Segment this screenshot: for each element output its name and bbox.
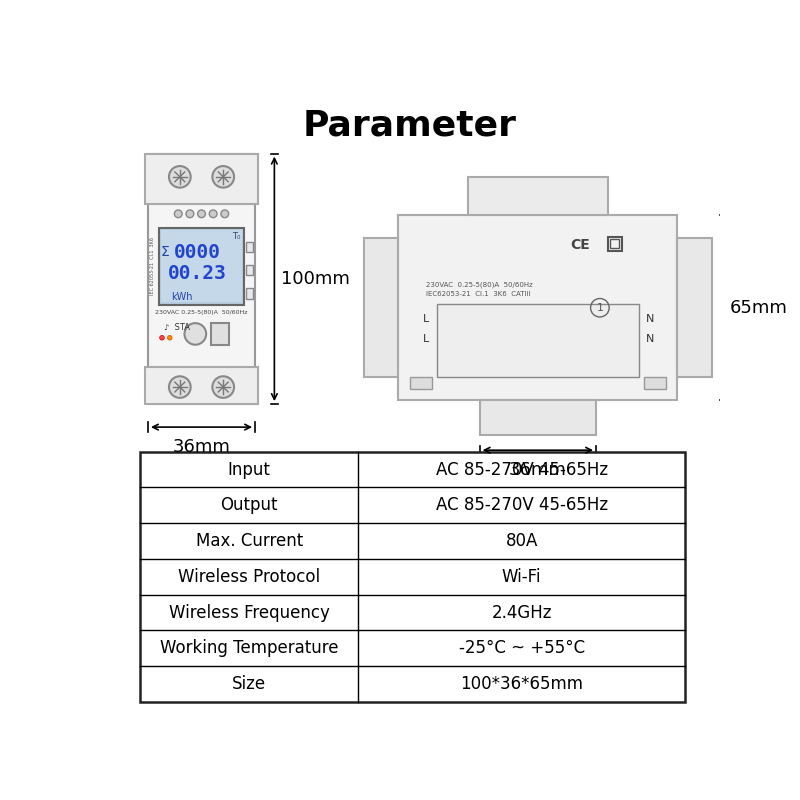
Bar	[398, 215, 678, 400]
Text: L: L	[422, 314, 429, 324]
Text: Σ: Σ	[161, 246, 170, 259]
Text: ♪  STA: ♪ STA	[163, 323, 190, 332]
Circle shape	[169, 376, 190, 398]
Bar	[610, 239, 619, 249]
Bar	[140, 452, 685, 702]
Bar	[162, 230, 242, 302]
Bar	[211, 323, 230, 345]
Circle shape	[212, 166, 234, 188]
Circle shape	[212, 376, 234, 398]
Text: 0000: 0000	[174, 243, 221, 262]
Text: IEC 62053-21  Cl.1  3K6: IEC 62053-21 Cl.1 3K6	[150, 237, 155, 295]
Text: 230VAC 0.25-5(80)A  50/60Hz: 230VAC 0.25-5(80)A 50/60Hz	[155, 310, 248, 315]
Bar	[410, 377, 432, 390]
Text: Parameter: Parameter	[303, 108, 517, 142]
Circle shape	[160, 335, 164, 340]
Bar	[246, 242, 254, 252]
Text: Output: Output	[221, 496, 278, 514]
Text: AC 85-270V 45-65Hz: AC 85-270V 45-65Hz	[436, 461, 608, 478]
Circle shape	[167, 335, 172, 340]
Text: AC 85-270V 45-65Hz: AC 85-270V 45-65Hz	[436, 496, 608, 514]
Text: CE: CE	[570, 238, 590, 252]
Text: 100mm: 100mm	[281, 270, 350, 288]
Bar	[468, 177, 608, 215]
Text: T₀: T₀	[232, 233, 241, 242]
Circle shape	[186, 210, 194, 218]
Circle shape	[169, 166, 190, 188]
Text: 80A: 80A	[506, 532, 538, 550]
Circle shape	[185, 323, 206, 345]
Text: Wireless Frequency: Wireless Frequency	[169, 604, 330, 622]
Text: 65mm: 65mm	[730, 298, 788, 317]
Text: N: N	[646, 314, 654, 324]
Circle shape	[210, 210, 217, 218]
Bar	[145, 154, 258, 204]
Text: 230VAC  0.25-5(80)A  50/60Hz: 230VAC 0.25-5(80)A 50/60Hz	[426, 282, 532, 288]
Bar	[159, 228, 244, 305]
Text: 1: 1	[596, 302, 603, 313]
Bar	[678, 238, 712, 377]
Text: Max. Current: Max. Current	[196, 532, 303, 550]
Text: IEC62053-21  Cl.1  3K6  CATIII: IEC62053-21 Cl.1 3K6 CATIII	[426, 291, 530, 297]
Bar	[363, 238, 398, 377]
Circle shape	[221, 210, 229, 218]
Text: 36mm: 36mm	[509, 461, 567, 479]
Text: 00.23: 00.23	[168, 264, 227, 283]
Circle shape	[174, 210, 182, 218]
Bar	[608, 237, 622, 250]
Text: 2.4GHz: 2.4GHz	[491, 604, 552, 622]
Text: L: L	[422, 334, 429, 343]
Bar	[145, 367, 258, 404]
Text: Input: Input	[228, 461, 270, 478]
Text: Working Temperature: Working Temperature	[160, 639, 338, 658]
Bar	[480, 400, 596, 435]
Bar	[246, 288, 254, 298]
Text: Size: Size	[232, 675, 266, 693]
Text: Wi-Fi: Wi-Fi	[502, 568, 542, 586]
Bar	[148, 154, 255, 404]
Text: -25°C ~ +55°C: -25°C ~ +55°C	[458, 639, 585, 658]
Circle shape	[198, 210, 206, 218]
Text: kWh: kWh	[171, 292, 193, 302]
Bar	[644, 377, 666, 390]
Bar	[437, 304, 638, 377]
Text: Wireless Protocol: Wireless Protocol	[178, 568, 320, 586]
Text: 36mm: 36mm	[173, 438, 230, 456]
Bar	[246, 265, 254, 275]
Text: 100*36*65mm: 100*36*65mm	[460, 675, 583, 693]
Text: N: N	[646, 334, 654, 343]
